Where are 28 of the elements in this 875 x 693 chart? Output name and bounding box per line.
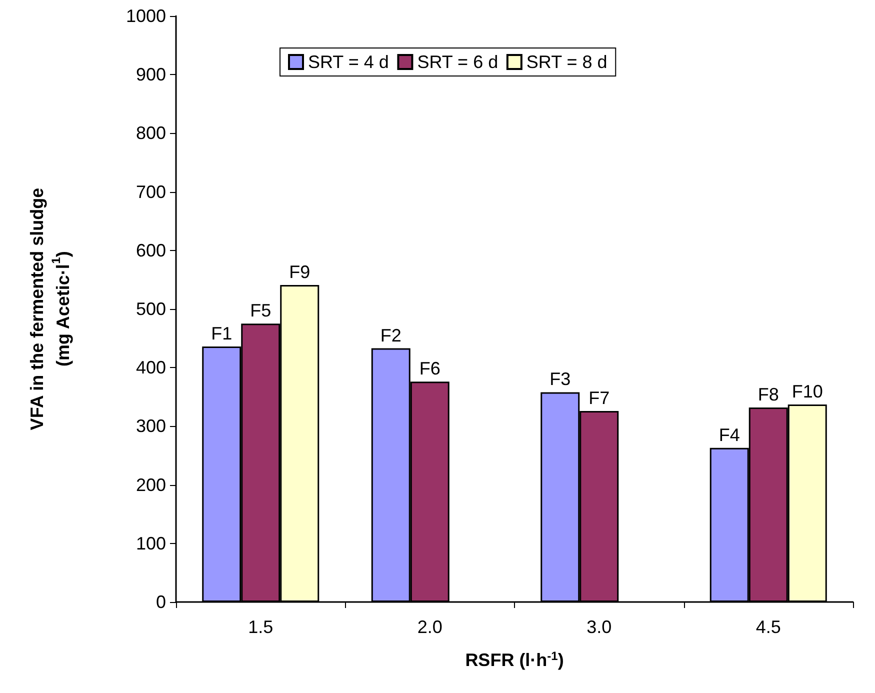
data-label: F2 [380, 325, 402, 346]
data-label: F9 [289, 262, 310, 282]
data-label: F10 [792, 382, 823, 402]
y-tick-label: 0 [156, 592, 166, 612]
data-label: F3 [550, 369, 571, 390]
y-tick-label: 900 [136, 64, 166, 85]
y-tick-label: 800 [136, 123, 166, 144]
legend-label: SRT = 8 d [526, 52, 608, 72]
y-tick-label: 300 [136, 416, 166, 436]
x-tick-label: 2.0 [417, 617, 442, 637]
y-tick-label: 100 [136, 533, 166, 554]
x-tick-label: 3.0 [586, 617, 612, 637]
y-tick-label: 500 [136, 299, 166, 319]
y-tick-label: 200 [136, 474, 166, 495]
data-label: F1 [211, 324, 232, 344]
data-label: F7 [588, 388, 610, 408]
y-tick-label: 700 [136, 182, 166, 202]
data-label: F6 [419, 358, 440, 379]
data-label: F8 [758, 384, 779, 404]
data-label: F5 [250, 300, 272, 321]
legend-label: SRT = 6 d [417, 52, 498, 72]
legend-label: SRT = 4 d [308, 52, 389, 72]
x-tick-label: 4.5 [756, 617, 781, 637]
y-tick-label: 400 [136, 358, 166, 378]
data-label: F4 [718, 424, 740, 445]
x-tick-label: 1.5 [248, 617, 274, 637]
y-tick-label: 1000 [126, 6, 166, 26]
y-tick-label: 600 [136, 240, 166, 260]
